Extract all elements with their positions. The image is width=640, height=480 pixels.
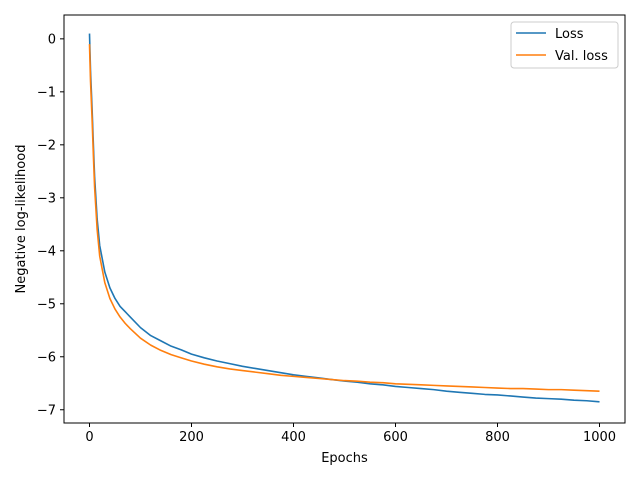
x-tick-label: 0: [85, 430, 93, 445]
y-tick-label: −6: [37, 350, 56, 365]
y-axis-label: Negative log-likelihood: [14, 145, 29, 294]
legend-label-val-loss: Val. loss: [555, 49, 608, 64]
y-tick-label: −7: [37, 403, 56, 418]
x-tick-label: 400: [281, 430, 306, 445]
series-line-loss: [88, 33, 600, 403]
y-tick-label: −4: [37, 244, 56, 259]
legend: Loss Val. loss: [510, 21, 619, 69]
x-axis: 0 200 400 600 800 1000: [85, 423, 616, 445]
y-tick-label: −3: [37, 191, 56, 206]
x-tick-label: 1000: [583, 430, 616, 445]
y-tick-label: −2: [37, 138, 56, 153]
x-axis-label: Epochs: [321, 451, 368, 466]
y-tick-label: −1: [37, 85, 56, 100]
y-tick-label: −5: [37, 297, 56, 312]
plot-frame: [63, 14, 626, 424]
legend-label-loss: Loss: [555, 27, 584, 42]
series-line-val-loss: [88, 44, 600, 393]
y-tick-label: 0: [48, 32, 56, 47]
x-tick-label: 600: [383, 430, 408, 445]
x-tick-label: 200: [179, 430, 204, 445]
series-layer: [88, 33, 600, 403]
y-axis: 0 −1 −2 −3 −4 −5 −6 −7: [37, 32, 64, 418]
x-tick-label: 800: [485, 430, 510, 445]
